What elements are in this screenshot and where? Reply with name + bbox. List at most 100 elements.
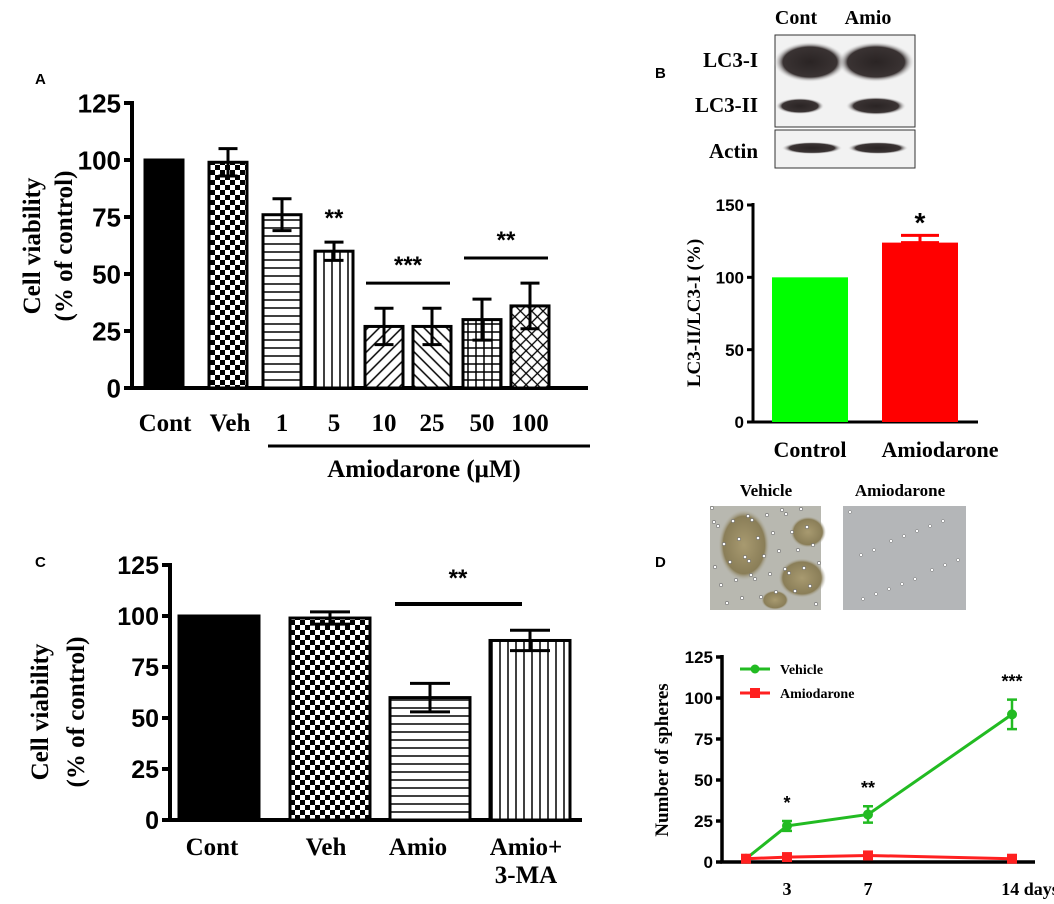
cell bbox=[728, 560, 732, 564]
blot-lane-label: Cont bbox=[775, 7, 818, 29]
blot-band-label: LC3-II bbox=[695, 93, 758, 117]
cell bbox=[771, 531, 775, 535]
cell bbox=[874, 592, 878, 596]
bar-1 bbox=[261, 213, 303, 390]
significance-stars: ** bbox=[497, 227, 516, 254]
y-tick-label: 0 bbox=[107, 373, 121, 403]
x-tick-label: Veh bbox=[210, 410, 251, 437]
cell bbox=[756, 536, 760, 540]
cell bbox=[768, 572, 772, 576]
sphere bbox=[778, 558, 826, 598]
cell bbox=[722, 542, 726, 546]
x-tick-label: 3-MA bbox=[495, 862, 557, 889]
cell bbox=[859, 553, 863, 557]
error-bar bbox=[310, 610, 350, 626]
y-tick-label: 100 bbox=[78, 145, 121, 175]
cell bbox=[731, 519, 735, 523]
data-point bbox=[1007, 709, 1017, 720]
error-bar bbox=[324, 240, 344, 262]
y-tick-label: 25 bbox=[131, 756, 159, 784]
x-tick-label: Amio bbox=[389, 834, 447, 861]
y-tick-label: 0 bbox=[735, 413, 744, 432]
cell bbox=[777, 549, 781, 553]
x-tick-label: Amiodarone bbox=[882, 437, 999, 462]
significance-stars: ** bbox=[325, 205, 344, 232]
y-tick-label: 125 bbox=[78, 88, 121, 118]
y-tick-label: 100 bbox=[716, 268, 744, 287]
cell bbox=[902, 534, 906, 538]
blot-band-lc3ii-cont bbox=[776, 98, 824, 114]
cell bbox=[793, 589, 797, 593]
x-tick-label: 50 bbox=[470, 410, 495, 437]
data-point bbox=[863, 850, 873, 861]
x-tick-label: 25 bbox=[420, 410, 445, 437]
blot-band-actin-amio bbox=[848, 142, 908, 154]
significance-stars: ** bbox=[449, 565, 468, 592]
y-tick-label: 125 bbox=[685, 648, 713, 667]
cell bbox=[712, 520, 716, 524]
y-tick-label: 125 bbox=[117, 552, 159, 580]
y-tick-label: 75 bbox=[131, 654, 159, 682]
cell bbox=[713, 565, 717, 569]
y-axis-label: Cell viability bbox=[27, 643, 54, 780]
cell bbox=[787, 571, 791, 575]
cell bbox=[716, 524, 720, 528]
cell bbox=[808, 584, 812, 588]
y-tick-label: 50 bbox=[725, 341, 744, 360]
x-tick-label: 10 bbox=[372, 410, 397, 437]
legend-label: Amiodarone bbox=[780, 687, 854, 702]
x-tick-label: Cont bbox=[186, 834, 239, 861]
bar-5 bbox=[313, 249, 355, 390]
significance-stars: ** bbox=[861, 778, 875, 798]
micrograph-amiodarone bbox=[843, 506, 966, 610]
significance-stars: * bbox=[915, 207, 926, 238]
bar-cont bbox=[177, 614, 261, 822]
blot-band-lc3i-cont bbox=[774, 42, 846, 82]
x-tick-label: 1 bbox=[276, 410, 289, 437]
blot-band-lc3i-amio bbox=[838, 42, 914, 82]
cell bbox=[889, 539, 893, 543]
error-bar bbox=[422, 306, 442, 347]
significance-stars: *** bbox=[1001, 672, 1022, 692]
y-tick-label: 75 bbox=[694, 730, 713, 749]
blot-band-label: LC3-I bbox=[703, 48, 758, 72]
y-tick-label: 25 bbox=[694, 812, 713, 831]
x-tick-label: 7 bbox=[864, 879, 873, 899]
y-axis-label: Number of spheres bbox=[652, 683, 673, 836]
error-bar bbox=[374, 306, 394, 347]
image-label: Vehicle bbox=[740, 481, 793, 500]
y-tick-label: 150 bbox=[716, 196, 744, 215]
cell bbox=[747, 559, 751, 563]
cell bbox=[956, 558, 960, 562]
legend-label: Vehicle bbox=[780, 663, 823, 678]
blot-lane-label: Amio bbox=[845, 7, 892, 29]
error-bar bbox=[272, 197, 292, 233]
cell bbox=[725, 601, 729, 605]
sphere bbox=[718, 509, 770, 581]
cell bbox=[759, 595, 763, 599]
cell bbox=[943, 563, 947, 567]
series-line-amiodarone bbox=[745, 853, 1013, 861]
x-tick-label: 100 bbox=[511, 410, 549, 437]
error-bar bbox=[218, 147, 238, 178]
cell bbox=[799, 507, 803, 511]
blot-band-actin-cont bbox=[782, 142, 842, 154]
cell bbox=[796, 548, 800, 552]
cell bbox=[743, 555, 747, 559]
x-tick-label: 14 days bbox=[1001, 879, 1054, 899]
panel-label: D bbox=[655, 554, 666, 571]
bar-amio-3-ma bbox=[488, 638, 572, 822]
cell bbox=[737, 537, 741, 541]
data-point bbox=[782, 852, 792, 863]
series-line-vehicle bbox=[745, 713, 1013, 860]
cell bbox=[802, 566, 806, 570]
bar-cont bbox=[143, 158, 185, 390]
x-tick-label: 3 bbox=[783, 879, 792, 899]
error-bar bbox=[510, 628, 550, 653]
bar-veh bbox=[207, 160, 249, 390]
x-tick-label: 5 bbox=[328, 410, 341, 437]
cell bbox=[900, 582, 904, 586]
cell bbox=[749, 573, 753, 577]
y-tick-label: 0 bbox=[704, 853, 713, 872]
x-tick-label: Veh bbox=[306, 834, 347, 861]
